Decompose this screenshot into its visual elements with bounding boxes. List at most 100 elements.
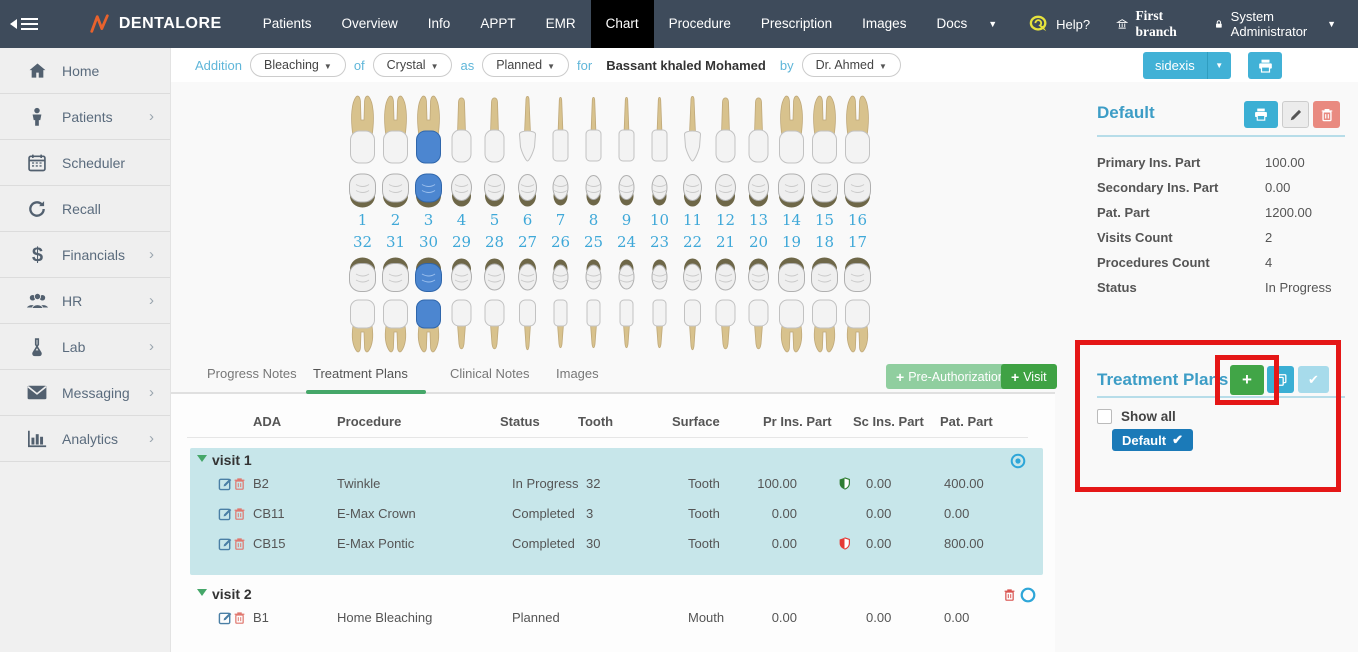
nav-item-images[interactable]: Images xyxy=(862,16,907,31)
tooth-27[interactable] xyxy=(511,296,544,356)
visit-label[interactable]: visit 2 xyxy=(212,586,252,602)
tooth-number-11[interactable]: 11 xyxy=(682,211,703,229)
tab-treatment-plans[interactable]: Treatment Plans xyxy=(313,366,408,381)
tooth-11[interactable] xyxy=(676,90,709,170)
tooth-14[interactable] xyxy=(775,172,808,210)
tooth-8[interactable] xyxy=(577,172,610,210)
tooth-10[interactable] xyxy=(643,172,676,210)
tooth-8[interactable] xyxy=(577,90,610,170)
tooth-13[interactable] xyxy=(742,172,775,210)
copy-plan-button[interactable] xyxy=(1267,366,1294,393)
add-visit-button[interactable]: + Visit xyxy=(1001,364,1057,389)
tooth-number-6[interactable]: 6 xyxy=(522,211,533,229)
tooth-9[interactable] xyxy=(610,90,643,170)
tooth-number-32[interactable]: 32 xyxy=(352,233,373,251)
tooth-number-5[interactable]: 5 xyxy=(489,211,500,229)
tooth-number-7[interactable]: 7 xyxy=(555,211,566,229)
tooth-5[interactable] xyxy=(478,172,511,210)
tooth-25[interactable] xyxy=(577,256,610,296)
tooth-18[interactable] xyxy=(808,296,841,356)
tooth-number-13[interactable]: 13 xyxy=(748,211,769,229)
tooth-15[interactable] xyxy=(808,90,841,170)
tooth-22[interactable] xyxy=(676,296,709,356)
tooth-11[interactable] xyxy=(676,172,709,210)
sidebar-item-messaging[interactable]: Messaging › xyxy=(0,370,170,416)
tooth-number-2[interactable]: 2 xyxy=(390,211,401,229)
edit-row-icon[interactable] xyxy=(218,476,233,494)
tooth-number-28[interactable]: 28 xyxy=(484,233,505,251)
tooth-28[interactable] xyxy=(478,296,511,356)
sidexis-caret-icon[interactable]: ▼ xyxy=(1206,52,1231,79)
tooth-31[interactable] xyxy=(379,296,412,356)
sidebar-item-lab[interactable]: Lab › xyxy=(0,324,170,370)
tooth-24[interactable] xyxy=(610,296,643,356)
tooth-26[interactable] xyxy=(544,256,577,296)
nav-item-appt[interactable]: APPT xyxy=(480,16,516,31)
sidebar-collapse-icon[interactable] xyxy=(0,15,49,33)
sidebar-item-recall[interactable]: Recall xyxy=(0,186,170,232)
tooth-number-10[interactable]: 10 xyxy=(649,211,670,229)
tooth-28[interactable] xyxy=(478,256,511,296)
tooth-30[interactable] xyxy=(412,296,445,356)
tooth-12[interactable] xyxy=(709,90,742,170)
tab-clinical-notes[interactable]: Clinical Notes xyxy=(450,366,530,381)
tooth-number-31[interactable]: 31 xyxy=(385,233,406,251)
tab-progress-notes[interactable]: Progress Notes xyxy=(207,366,297,381)
tooth-number-20[interactable]: 20 xyxy=(748,233,769,251)
tooth-number-4[interactable]: 4 xyxy=(456,211,467,229)
nav-item-info[interactable]: Info xyxy=(427,16,451,31)
plan-badge-default[interactable]: Default ✔ xyxy=(1112,429,1193,451)
sidebar-item-analytics[interactable]: Analytics › xyxy=(0,416,170,462)
edit-row-icon[interactable] xyxy=(218,536,233,554)
delete-row-icon[interactable] xyxy=(233,610,246,628)
tooth-3[interactable] xyxy=(412,90,445,170)
nav-item-emr[interactable]: EMR xyxy=(545,16,576,31)
tooth-19[interactable] xyxy=(775,256,808,296)
tooth-16[interactable] xyxy=(841,172,874,210)
tooth-30[interactable] xyxy=(412,256,445,296)
tooth-26[interactable] xyxy=(544,296,577,356)
print-chart-button[interactable] xyxy=(1248,52,1282,79)
sidebar-item-financials[interactable]: $ Financials › xyxy=(0,232,170,278)
sidebar-item-hr[interactable]: HR › xyxy=(0,278,170,324)
nav-item-overview[interactable]: Overview xyxy=(341,16,398,31)
tooth-number-14[interactable]: 14 xyxy=(781,211,802,229)
tooth-16[interactable] xyxy=(841,90,874,170)
tooth-23[interactable] xyxy=(643,256,676,296)
tooth-2[interactable] xyxy=(379,172,412,210)
plan-delete-button[interactable] xyxy=(1313,101,1340,128)
tooth-21[interactable] xyxy=(709,256,742,296)
delete-row-icon[interactable] xyxy=(233,476,246,494)
sidexis-split-button[interactable]: sidexis ▼ xyxy=(1143,52,1231,79)
delete-row-icon[interactable] xyxy=(233,506,246,524)
tooth-10[interactable] xyxy=(643,90,676,170)
add-plan-button[interactable]: + xyxy=(1230,365,1264,395)
nav-item-patients[interactable]: Patients xyxy=(262,16,312,31)
tooth-number-15[interactable]: 15 xyxy=(814,211,835,229)
visit-delete-icon[interactable] xyxy=(1003,587,1016,605)
tooth-number-19[interactable]: 19 xyxy=(781,233,802,251)
tooth-number-18[interactable]: 18 xyxy=(814,233,835,251)
tooth-12[interactable] xyxy=(709,172,742,210)
tooth-20[interactable] xyxy=(742,256,775,296)
visit-label[interactable]: visit 1 xyxy=(212,452,252,468)
tooth-number-3[interactable]: 3 xyxy=(423,211,434,229)
tooth-number-24[interactable]: 24 xyxy=(616,233,637,251)
tooth-24[interactable] xyxy=(610,256,643,296)
collapse-caret-icon[interactable] xyxy=(197,455,207,462)
help-button[interactable]: Help? xyxy=(1029,15,1090,33)
nav-item-procedure[interactable]: Procedure xyxy=(668,16,731,31)
tooth-25[interactable] xyxy=(577,296,610,356)
tooth-32[interactable] xyxy=(346,256,379,296)
tooth-number-29[interactable]: 29 xyxy=(451,233,472,251)
edit-row-icon[interactable] xyxy=(218,610,233,628)
nav-item-prescription[interactable]: Prescription xyxy=(760,16,833,31)
tooth-17[interactable] xyxy=(841,296,874,356)
tooth-number-27[interactable]: 27 xyxy=(517,233,538,251)
nav-item-chart[interactable]: Chart xyxy=(590,0,654,48)
tooth-19[interactable] xyxy=(775,296,808,356)
nav-more-caret-icon[interactable]: ▼ xyxy=(988,19,998,29)
tooth-9[interactable] xyxy=(610,172,643,210)
tooth-3[interactable] xyxy=(412,172,445,210)
tooth-27[interactable] xyxy=(511,256,544,296)
